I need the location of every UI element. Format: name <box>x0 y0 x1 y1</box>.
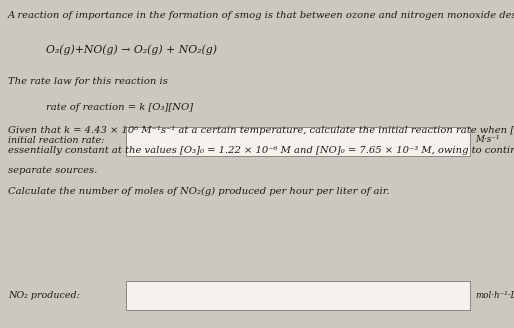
Text: Calculate the number of moles of NO₂(g) produced per hour per liter of air.: Calculate the number of moles of NO₂(g) … <box>8 187 389 196</box>
Bar <box>126 127 470 156</box>
Text: mol·h⁻¹·L⁻¹: mol·h⁻¹·L⁻¹ <box>475 291 514 300</box>
Text: rate of reaction = k [O₃][NO]: rate of reaction = k [O₃][NO] <box>46 103 193 112</box>
Text: essentially constant at the values [O₃]₀ = 1.22 × 10⁻⁶ M and [NO]₀ = 7.65 × 10⁻³: essentially constant at the values [O₃]₀… <box>8 146 514 155</box>
Text: O₃(g)+NO(g) → O₂(g) + NO₂(g): O₃(g)+NO(g) → O₂(g) + NO₂(g) <box>46 44 217 55</box>
Bar <box>126 281 470 310</box>
Text: M·s⁻¹: M·s⁻¹ <box>475 135 500 144</box>
Text: NO₂ produced:: NO₂ produced: <box>8 291 80 300</box>
Text: The rate law for this reaction is: The rate law for this reaction is <box>8 77 168 86</box>
Text: Given that k = 4.43 × 10⁶ M⁻¹s⁻¹ at a certain temperature, calculate the initial: Given that k = 4.43 × 10⁶ M⁻¹s⁻¹ at a ce… <box>8 126 514 135</box>
Text: separate sources.: separate sources. <box>8 166 97 174</box>
Text: A reaction of importance in the formation of smog is that between ozone and nitr: A reaction of importance in the formatio… <box>8 11 514 20</box>
Text: initial reaction rate:: initial reaction rate: <box>8 135 104 145</box>
